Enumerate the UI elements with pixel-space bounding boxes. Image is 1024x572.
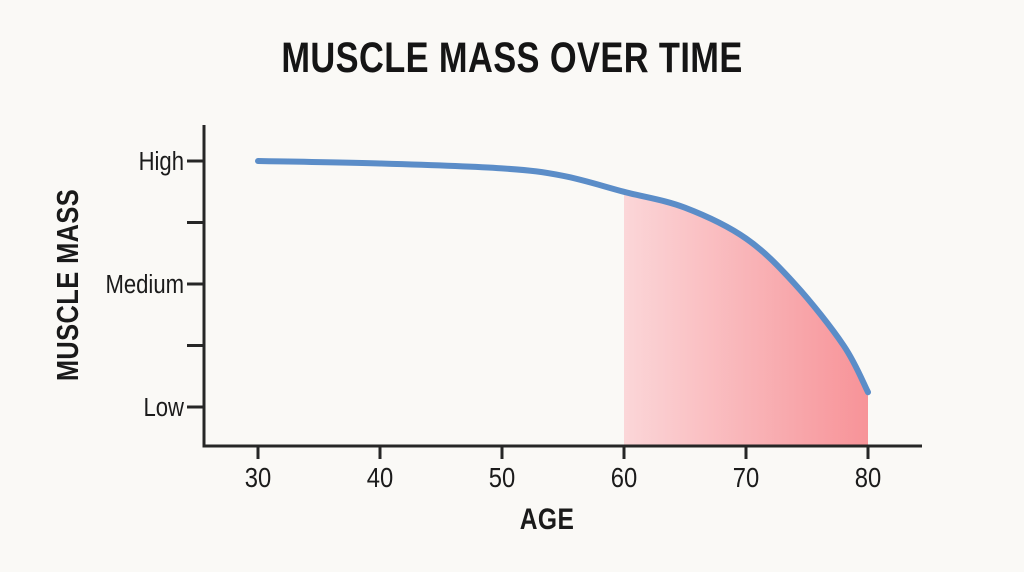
y-tick-label: Low [143,393,184,422]
x-tick-label: 30 [245,461,271,493]
x-tick-label: 80 [855,461,881,493]
x-tick-label: 60 [611,461,637,493]
x-tick-label: 40 [367,461,393,493]
x-tick-label: 50 [489,461,515,493]
decline-shaded-area [624,191,868,446]
y-tick-label: High [139,147,184,176]
chart-title: MUSCLE MASS OVER TIME [281,34,743,82]
x-axis-title: AGE [519,503,575,536]
y-tick-label: Medium [105,270,184,299]
muscle-mass-curve [255,158,871,396]
x-tick-label: 70 [733,461,759,493]
